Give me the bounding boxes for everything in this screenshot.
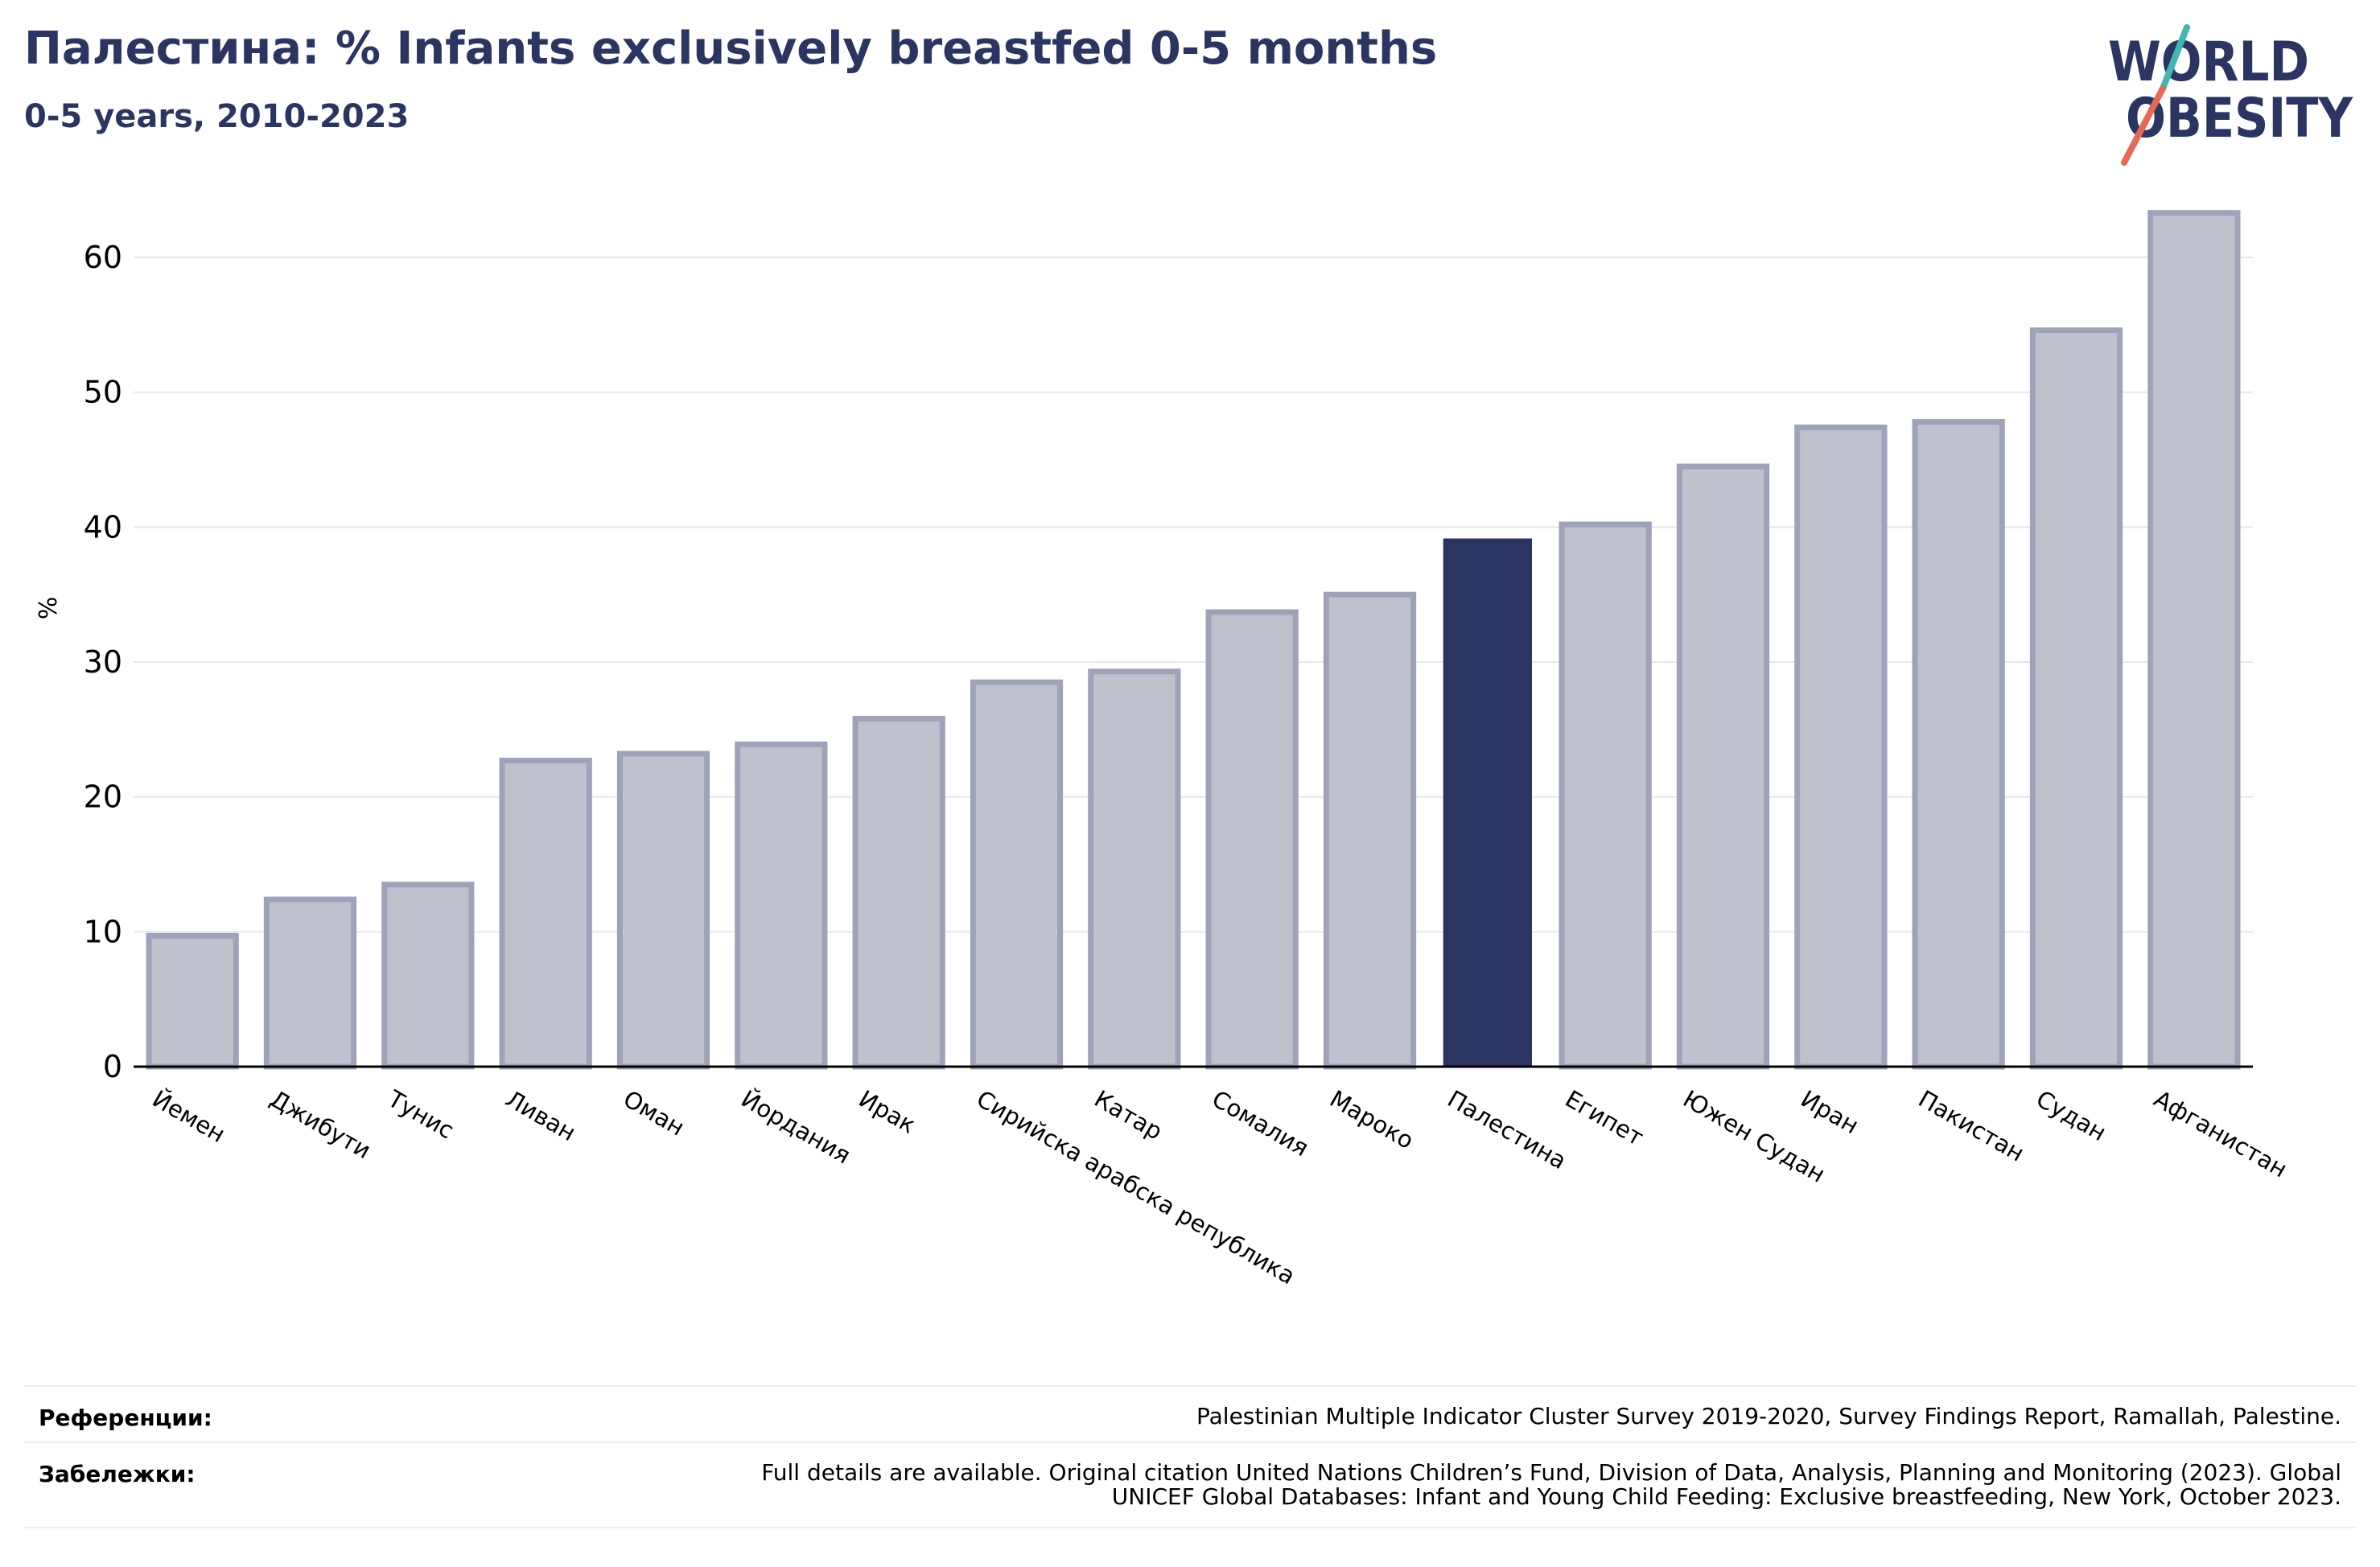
x-tick-label: Джибути (266, 1085, 376, 1165)
x-tick-label: Ирак (854, 1085, 920, 1139)
references-text: Palestinian Multiple Indicator Cluster S… (1196, 1403, 2341, 1429)
bar (852, 715, 945, 1070)
y-tick-label: 60 (84, 240, 122, 275)
y-tick-label: 50 (84, 375, 122, 410)
x-tick-label: Афганистан (2149, 1085, 2291, 1183)
chart-subtitle: 0-5 years, 2010-2023 (24, 98, 410, 135)
bar (1912, 419, 2005, 1070)
world-obesity-logo-icon: WORLD OBESITY (2108, 24, 2353, 166)
bar (1088, 668, 1181, 1070)
bar (1794, 424, 1888, 1070)
x-tick-label: Тунис (382, 1084, 459, 1144)
x-tick-label: Йордания (736, 1085, 855, 1170)
x-tick-label: Ливан (501, 1085, 581, 1147)
y-tick-label: 0 (103, 1049, 122, 1084)
x-tick-label: Палестина (1443, 1085, 1571, 1175)
y-tick-label: 10 (84, 914, 122, 949)
bar (263, 896, 357, 1070)
x-tick-label: Мароко (1325, 1085, 1419, 1155)
bar (735, 741, 828, 1070)
y-axis-label: % (35, 597, 63, 620)
y-tick-label: 40 (84, 509, 122, 545)
bar (499, 757, 592, 1070)
logo-line-1: WORLD (2108, 31, 2309, 94)
x-tick-label: Катар (1089, 1085, 1167, 1145)
notes-text: Full details are available. Original cit… (761, 1461, 2341, 1509)
bar (1559, 521, 1652, 1070)
y-tick-label: 20 (84, 779, 122, 815)
x-tick-label: Сомалия (1208, 1085, 1314, 1162)
bar (1676, 463, 1770, 1070)
chart-title: Палестина: % Infants exclusively breastf… (24, 23, 1438, 75)
bar (1443, 538, 1532, 1067)
x-tick-label: Пакистан (1914, 1085, 2029, 1167)
bar (616, 751, 710, 1070)
notes-line-2: UNICEF Global Databases: Infant and Youn… (1111, 1483, 2341, 1510)
x-tick-label: Судан (2032, 1085, 2111, 1147)
x-tick-label: Египет (1561, 1085, 1649, 1152)
bar (1323, 591, 1417, 1070)
notes-label: Забележки: (39, 1461, 196, 1487)
bar (1205, 609, 1299, 1070)
notes-line-1: Full details are available. Original cit… (761, 1459, 2341, 1486)
bar (2029, 327, 2123, 1070)
y-tick-label: 30 (84, 644, 122, 680)
logo-line-2: OBESITY (2126, 87, 2353, 150)
notes-row: Забележки: Full details are available. O… (24, 1442, 2356, 1528)
bar (146, 932, 239, 1070)
references-row: Референции: Palestinian Multiple Indicat… (24, 1385, 2356, 1443)
x-tick-label: Иран (1796, 1085, 1863, 1140)
references-label: Референции: (39, 1405, 212, 1431)
bar (381, 882, 475, 1070)
x-tick-label: Йемен (148, 1085, 230, 1149)
bar (2147, 210, 2241, 1070)
x-tick-label: Оман (619, 1085, 690, 1141)
bar (970, 679, 1064, 1070)
bar-chart: 0 10 20 30 40 50 60% Йемен Джибути Тунис Ливан Оман… (35, 210, 2292, 1289)
